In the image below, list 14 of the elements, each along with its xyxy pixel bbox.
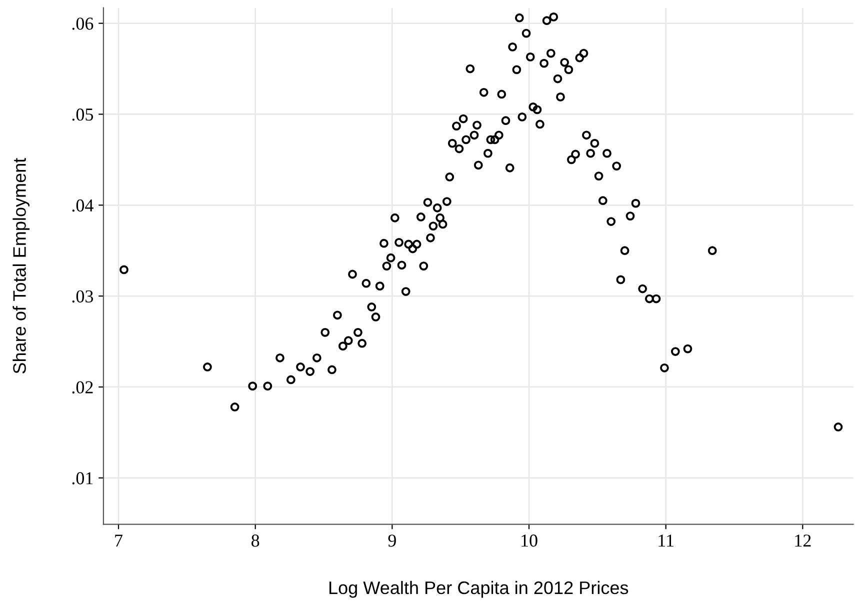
x-axis-title: Log Wealth Per Capita in 2012 Prices [329,580,628,598]
x-tick-label: 12 [795,534,811,547]
y-tick-label: .03 [72,290,94,303]
y-tick-label: .01 [72,472,93,484]
y-tick-label: .02 [72,381,93,394]
x-tick-label: 9 [388,534,396,547]
x-tick-label: 11 [658,534,674,547]
y-tick-label: .05 [72,108,94,121]
y-tick-label: .06 [72,18,94,30]
x-tick-label: 7 [115,534,122,547]
y-axis-title: Share of Total Employment [12,158,30,374]
y-tick-label: .04 [72,199,94,212]
x-tick-label: 8 [252,534,260,547]
x-tick-label: 10 [522,534,538,547]
